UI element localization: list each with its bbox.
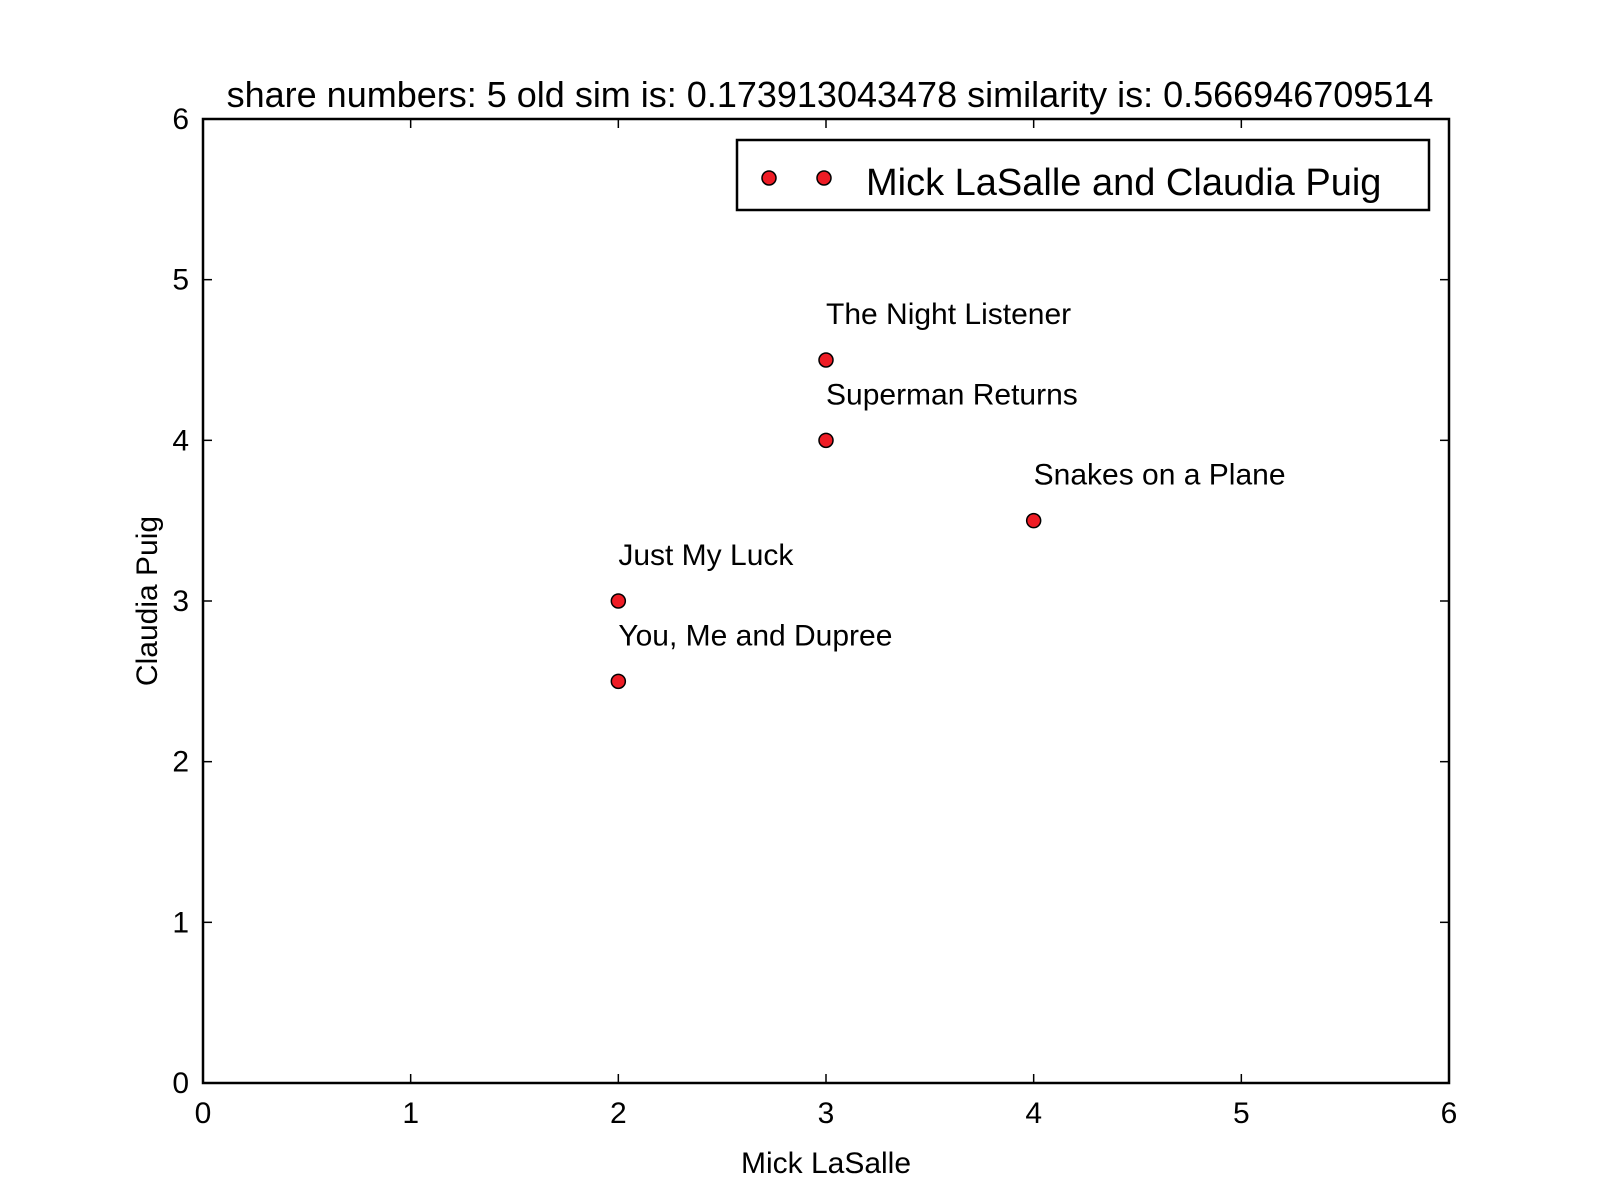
x-tick-label: 3: [818, 1097, 835, 1130]
point-label: The Night Listener: [826, 298, 1071, 331]
data-point: [818, 352, 834, 368]
y-axis-label: Claudia Puig: [131, 516, 164, 686]
axis-tick-labels: 0 1 2 3 4 5 6 0 1 2 3 4 5 6: [172, 103, 1457, 1130]
data-points: [610, 352, 1042, 690]
x-tick-label: 6: [1441, 1097, 1458, 1130]
x-tick-label: 5: [1233, 1097, 1250, 1130]
y-tick-label: 4: [172, 424, 189, 457]
point-label: Just My Luck: [618, 539, 794, 572]
point-label: You, Me and Dupree: [618, 619, 892, 652]
y-tick-label: 2: [172, 746, 189, 779]
y-tick-label: 3: [172, 585, 189, 618]
y-tick-label: 6: [172, 103, 189, 136]
chart-title: share numbers: 5 old sim is: 0.173913043…: [227, 74, 1434, 115]
data-point: [610, 673, 627, 690]
x-tick-label: 1: [402, 1097, 419, 1130]
plot-area: [201, 117, 1451, 1085]
plot-border: [201, 117, 1451, 1085]
x-tick-label: 4: [1025, 1097, 1042, 1130]
y-tick-label: 1: [172, 906, 189, 939]
axis-ticks: [202, 118, 1450, 1084]
point-label: Snakes on a Plane: [1034, 459, 1286, 492]
data-point: [610, 593, 627, 609]
data-point: [818, 432, 834, 449]
point-labels: The Night Listener Superman Returns Snakes…: [618, 298, 1285, 652]
legend-marker: [816, 170, 832, 186]
x-axis-label: Mick LaSalle: [741, 1147, 911, 1180]
legend-marker: [761, 170, 777, 186]
legend: Mick LaSalle and Claudia Puig: [735, 138, 1431, 212]
legend-label: Mick LaSalle and Claudia Puig: [866, 162, 1381, 204]
data-point: [1025, 512, 1042, 529]
x-tick-label: 2: [610, 1097, 627, 1130]
y-tick-label: 5: [172, 264, 189, 297]
x-tick-label: 0: [195, 1097, 212, 1130]
point-label: Superman Returns: [826, 378, 1078, 411]
y-tick-label: 0: [172, 1067, 189, 1100]
legend-box: [735, 138, 1431, 212]
